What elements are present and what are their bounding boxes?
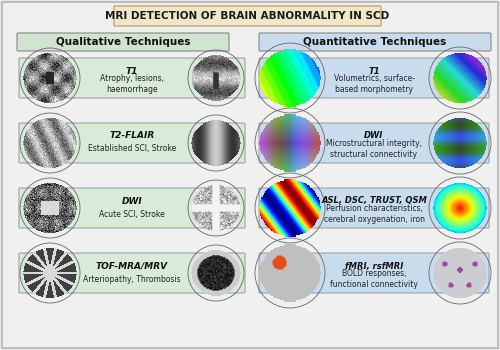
Text: Qualitative Techniques: Qualitative Techniques (56, 37, 190, 47)
FancyBboxPatch shape (19, 123, 245, 163)
FancyBboxPatch shape (259, 253, 489, 293)
Text: Microstructural integrity,
structural connectivity: Microstructural integrity, structural co… (326, 139, 422, 159)
FancyBboxPatch shape (259, 33, 491, 51)
Text: BOLD responses,
functional connectivity: BOLD responses, functional connectivity (330, 269, 418, 289)
FancyBboxPatch shape (259, 188, 489, 228)
Text: Acute SCI, Stroke: Acute SCI, Stroke (99, 210, 165, 218)
FancyBboxPatch shape (19, 188, 245, 228)
FancyBboxPatch shape (114, 6, 381, 26)
FancyBboxPatch shape (19, 253, 245, 293)
Text: T1: T1 (368, 66, 380, 76)
Text: DWI: DWI (364, 132, 384, 140)
FancyBboxPatch shape (259, 123, 489, 163)
Text: Quantitative Techniques: Quantitative Techniques (304, 37, 446, 47)
Text: TOF-MRA/MRV: TOF-MRA/MRV (96, 261, 168, 271)
Text: T2-FLAIR: T2-FLAIR (110, 132, 154, 140)
FancyBboxPatch shape (17, 33, 229, 51)
Text: DWI: DWI (122, 196, 142, 205)
Text: fMRI, rsfMRI: fMRI, rsfMRI (345, 261, 403, 271)
Text: Atrophy, lesions,
haemorrhage: Atrophy, lesions, haemorrhage (100, 74, 164, 94)
Text: Established SCI, Stroke: Established SCI, Stroke (88, 145, 176, 154)
FancyBboxPatch shape (19, 58, 245, 98)
Text: Arteriopathy, Thrombosis: Arteriopathy, Thrombosis (83, 274, 181, 284)
Text: MRI DETECTION OF BRAIN ABNORMALITY IN SCD: MRI DETECTION OF BRAIN ABNORMALITY IN SC… (106, 11, 390, 21)
Text: Perfusion characteristics,
cerebral oxygenation, iron: Perfusion characteristics, cerebral oxyg… (324, 204, 424, 224)
FancyBboxPatch shape (259, 58, 489, 98)
Text: ASL, DSC, TRUST, QSM: ASL, DSC, TRUST, QSM (321, 196, 427, 205)
Text: T1: T1 (126, 66, 138, 76)
Text: Volumetrics, surface-
based morphometry: Volumetrics, surface- based morphometry (334, 74, 414, 94)
